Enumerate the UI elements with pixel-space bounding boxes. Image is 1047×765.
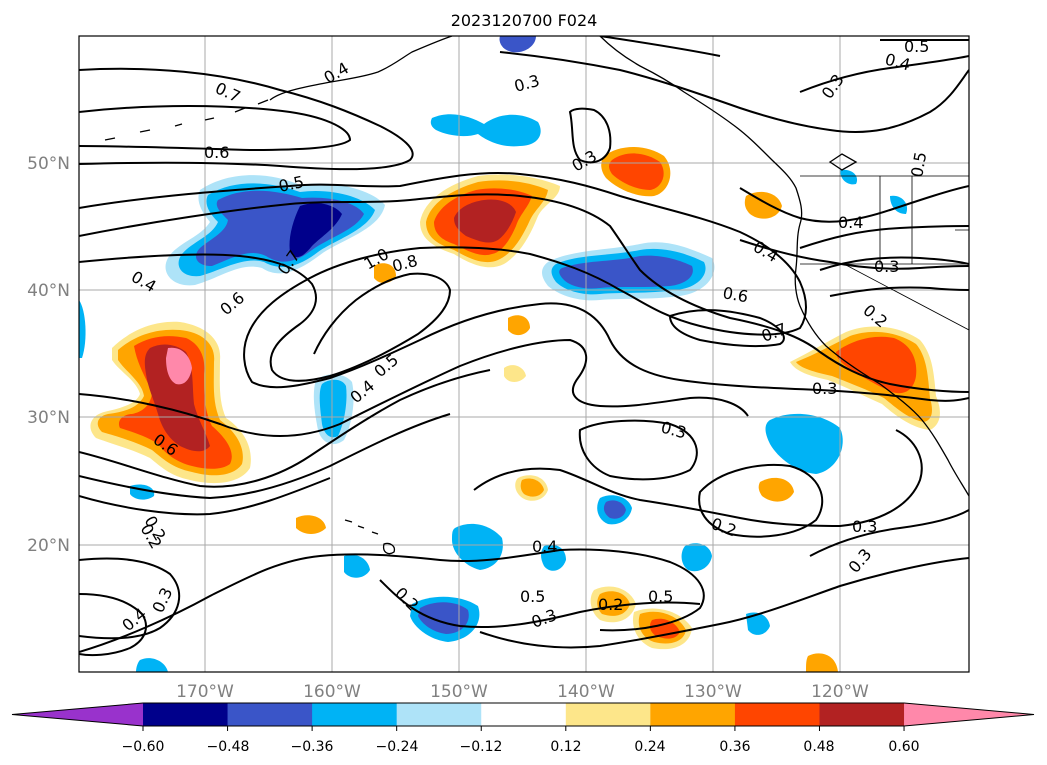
colorbar-tick-label: −0.60 [122, 739, 165, 755]
lon-label: 140°W [557, 682, 615, 702]
lon-label: 170°W [176, 682, 234, 702]
negative-anomaly-region [452, 523, 503, 570]
latitude-labels: 50°N 40°N 30°N 20°N [27, 154, 70, 556]
negative-anomaly-region [890, 195, 908, 214]
hawaii-islands [344, 519, 396, 555]
map-gridlines [79, 36, 969, 672]
negative-anomaly-region [681, 543, 712, 572]
colorbar-tick-label: −0.36 [291, 739, 334, 755]
colorbar-tick-label: −0.12 [460, 739, 503, 755]
negative-anomaly-region [840, 169, 858, 185]
svg-text:0.5: 0.5 [277, 172, 306, 196]
colorbar-segment [734, 703, 821, 726]
svg-text:0.5: 0.5 [907, 150, 930, 178]
lake-outline [828, 153, 858, 171]
svg-text:0.6: 0.6 [204, 143, 229, 162]
colorbar-tick-label: 0.24 [634, 739, 665, 755]
aleutian-islands [104, 99, 269, 141]
lon-label: 160°W [303, 682, 361, 702]
svg-text:0.5: 0.5 [520, 587, 545, 606]
negative-anomaly-region [430, 114, 541, 147]
positive-anomaly-region [758, 477, 794, 502]
colorbar-tick-labels: −0.60 −0.48 −0.36 −0.24 −0.12 0.12 0.24 … [122, 739, 920, 755]
colorbar [11, 702, 1035, 731]
positive-anomaly-region [508, 315, 530, 336]
lon-label: 130°W [684, 682, 742, 702]
negative-anomaly-region [344, 554, 370, 578]
longitude-labels: 170°W 160°W 150°W 140°W 130°W 120°W [176, 682, 869, 702]
colorbar-segment [227, 703, 313, 726]
positive-anomaly-region [296, 515, 326, 534]
colorbar-tick-label: 0.48 [803, 739, 834, 755]
svg-text:0.6: 0.6 [721, 283, 749, 306]
lat-label: 50°N [27, 154, 70, 174]
negative-anomaly-region [765, 413, 843, 474]
svg-text:0.3: 0.3 [852, 517, 877, 536]
positive-anomaly-region [504, 365, 526, 382]
colorbar-extend-high [904, 703, 1034, 726]
colorbar-extend-low [12, 703, 143, 726]
negative-anomaly-region [79, 300, 86, 358]
positive-anomaly-region [806, 653, 838, 672]
negative-anomaly-region [746, 612, 770, 635]
svg-text:0.3: 0.3 [874, 257, 899, 276]
svg-text:0.5: 0.5 [904, 37, 929, 56]
colorbar-segment [481, 703, 567, 726]
colorbar-tick-label: 0.12 [550, 739, 581, 755]
lon-label: 120°W [811, 682, 869, 702]
colorbar-segment [650, 703, 736, 726]
colorbar-tick-label: −0.24 [376, 739, 419, 755]
lat-label: 40°N [27, 281, 70, 301]
svg-text:0.5: 0.5 [648, 587, 673, 606]
coastlines [104, 36, 969, 555]
lon-label: 150°W [430, 682, 488, 702]
colorbar-tick-label: 0.36 [719, 739, 750, 755]
lat-label: 30°N [27, 408, 70, 428]
positive-anomaly-region [374, 263, 396, 284]
lat-label: 20°N [27, 536, 70, 556]
alaska-panhandle-coast [599, 36, 969, 497]
contour-lines [79, 36, 969, 657]
positive-anomaly-region [744, 191, 782, 219]
negative-anomaly-region [136, 658, 168, 672]
map-frame [78, 35, 970, 673]
svg-text:0.4: 0.4 [838, 213, 863, 232]
colorbar-segment [396, 703, 482, 726]
colorbar-tick-label: 0.60 [888, 739, 919, 755]
negative-anomaly-region [499, 36, 536, 53]
colorbar-segment [565, 703, 651, 726]
svg-text:0.3: 0.3 [812, 379, 837, 398]
state-borders [800, 175, 969, 331]
colorbar-segment [312, 703, 398, 726]
svg-text:0.2: 0.2 [598, 595, 623, 614]
colorbar-tick-label: −0.48 [207, 739, 250, 755]
svg-text:0.4: 0.4 [532, 537, 557, 556]
map-title: 2023120700 F024 [451, 11, 598, 30]
shaded-anomaly-fields [79, 36, 940, 672]
alaska-coast [269, 36, 453, 101]
strong-positive-anomaly-core [166, 347, 192, 385]
colorbar-segment [819, 703, 905, 726]
colorbar-segment [143, 703, 229, 726]
